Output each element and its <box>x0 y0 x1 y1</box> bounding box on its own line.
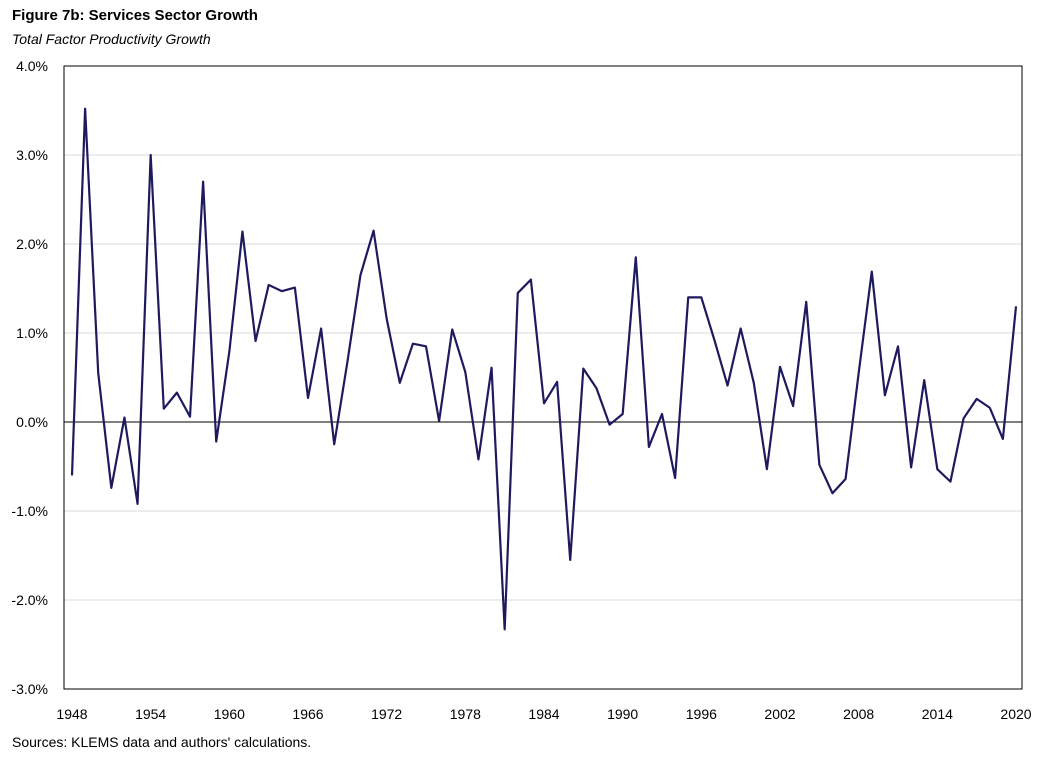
y-tick-label: -2.0% <box>11 592 48 608</box>
chart-subtitle: Total Factor Productivity Growth <box>12 31 211 47</box>
x-tick-label: 1984 <box>528 706 559 722</box>
x-tick-label: 2008 <box>843 706 874 722</box>
x-tick-label: 1960 <box>214 706 245 722</box>
series-line <box>70 107 1018 631</box>
x-tick-label: 1972 <box>371 706 402 722</box>
y-axis-tick-labels: 4.0% 3.0% 2.0% 1.0% 0.0% -1.0% -2.0% -3.0% <box>11 58 48 697</box>
y-tick-label: 2.0% <box>16 236 48 252</box>
x-tick-label: 1990 <box>607 706 638 722</box>
plot-area-border <box>63 65 1023 690</box>
gridlines <box>64 65 1022 690</box>
x-tick-label: 1996 <box>686 706 717 722</box>
y-tick-label: -1.0% <box>11 503 48 519</box>
x-tick-label: 2020 <box>1000 706 1031 722</box>
y-tick-label: 1.0% <box>16 325 48 341</box>
chart-title: Figure 7b: Services Sector Growth <box>12 7 258 24</box>
x-tick-label: 2002 <box>764 706 795 722</box>
x-tick-label: 1978 <box>450 706 481 722</box>
x-axis-tick-labels: 1948 1954 1960 1966 1972 1978 1984 1990 1996 2002… <box>56 706 1031 722</box>
x-tick-label: 2014 <box>922 706 953 722</box>
x-tick-label: 1954 <box>135 706 166 722</box>
source-note: Sources: KLEMS data and authors' calcula… <box>12 734 312 750</box>
series-group <box>70 107 1018 631</box>
x-tick-label: 1948 <box>56 706 87 722</box>
y-tick-label: 3.0% <box>16 147 48 163</box>
y-tick-label: 0.0% <box>16 414 48 430</box>
y-tick-label: -3.0% <box>11 681 48 697</box>
y-tick-label: 4.0% <box>16 58 48 74</box>
x-tick-label: 1966 <box>292 706 323 722</box>
